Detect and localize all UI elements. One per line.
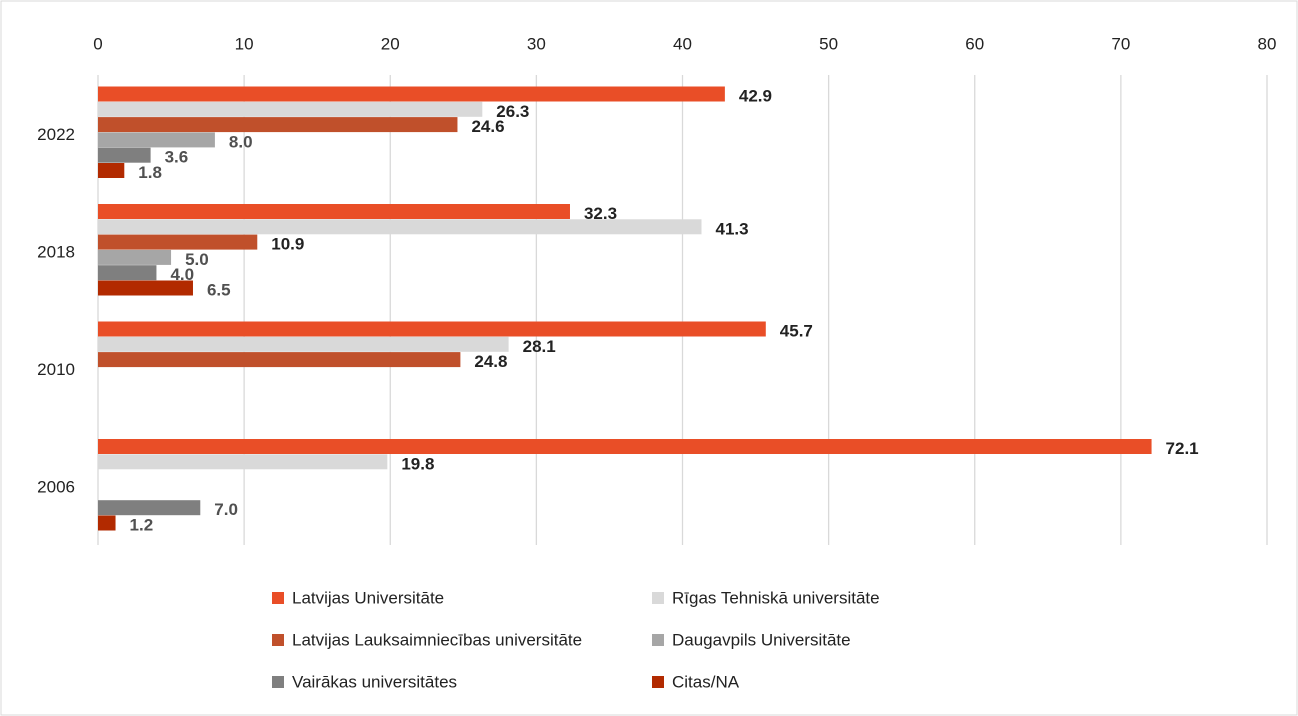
x-tick-label: 0 [93,34,102,53]
legend-label: Rīgas Tehniskā universitāte [672,588,880,607]
value-label: 1.2 [130,515,154,534]
y-tick-label: 2022 [37,125,75,144]
bar [98,439,1152,454]
x-tick-label: 50 [819,34,838,53]
value-label: 28.1 [523,337,556,356]
value-label: 42.9 [739,86,772,105]
bar [98,336,509,352]
value-label: 8.0 [229,132,253,151]
x-tick-label: 20 [381,34,400,53]
legend-swatch [272,676,284,688]
bar [98,117,458,133]
value-label: 24.6 [471,117,504,136]
legend-swatch [652,592,664,604]
value-label: 6.5 [207,280,231,299]
y-tick-label: 2018 [37,243,75,262]
x-tick-label: 70 [1111,34,1130,53]
value-label: 19.8 [401,454,434,473]
x-tick-label: 30 [527,34,546,53]
bar [98,249,172,265]
value-label: 26.3 [496,102,529,121]
bar [98,515,116,531]
bar [98,234,258,250]
legend-swatch [272,592,284,604]
bar [98,219,702,235]
bar [98,147,151,163]
value-label: 32.3 [584,204,617,223]
bar [98,321,766,337]
legend-label: Citas/NA [672,672,740,691]
y-tick-label: 2010 [37,360,75,379]
bar [98,500,201,516]
bar [98,352,461,368]
bar [98,265,157,281]
value-label: 72.1 [1166,439,1199,458]
value-label: 1.8 [138,163,162,182]
bar [98,132,215,148]
value-label: 3.6 [165,148,189,167]
value-label: 45.7 [780,321,813,340]
legend-label: Latvijas Lauksaimniecības universitāte [292,630,582,649]
value-label: 4.0 [170,265,194,284]
x-tick-label: 10 [235,34,254,53]
x-tick-label: 80 [1258,34,1277,53]
y-tick-label: 2006 [37,478,75,497]
legend-label: Daugavpils Universitāte [672,630,851,649]
bar [98,101,483,117]
bar [98,280,193,296]
bar [98,86,725,102]
bar [98,204,570,219]
value-label: 24.8 [474,352,507,371]
value-label: 5.0 [185,250,209,269]
value-label: 10.9 [271,235,304,254]
legend-swatch [652,676,664,688]
bar [98,163,125,178]
value-label: 7.0 [214,500,238,519]
legend-swatch [272,634,284,646]
x-tick-label: 60 [965,34,984,53]
legend-swatch [652,634,664,646]
x-tick-label: 40 [673,34,692,53]
bar [98,454,388,470]
value-label: 41.3 [715,219,748,238]
legend-label: Latvijas Universitāte [292,588,444,607]
legend-label: Vairākas universitātes [292,672,457,691]
